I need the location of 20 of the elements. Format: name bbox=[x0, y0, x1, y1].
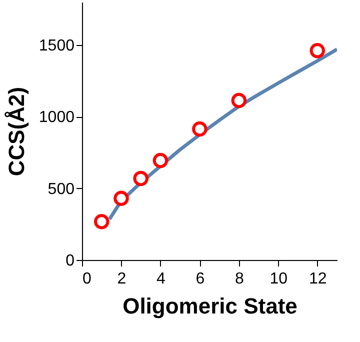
y-tick-label: 500 bbox=[48, 180, 75, 198]
y-axis-title: CCS(Å2) bbox=[4, 86, 29, 176]
y-tick-label: 1500 bbox=[38, 38, 75, 54]
x-tick-label: 4 bbox=[156, 270, 166, 288]
x-axis-title: Oligomeric State bbox=[122, 294, 298, 318]
x-tick-label: 6 bbox=[196, 270, 205, 288]
x-tick-label: 12 bbox=[308, 270, 327, 288]
point bbox=[114, 190, 129, 206]
x-tick-label: 8 bbox=[234, 270, 244, 288]
x-tick-label: 10 bbox=[270, 270, 288, 288]
point bbox=[152, 152, 168, 168]
point bbox=[231, 92, 247, 108]
point bbox=[133, 170, 148, 186]
y-tick-label: 0 bbox=[66, 252, 75, 270]
point bbox=[94, 214, 110, 230]
point bbox=[192, 121, 208, 137]
x-tick-label: 0 bbox=[82, 270, 92, 288]
y-tick-label: 1000 bbox=[38, 109, 75, 126]
point bbox=[310, 42, 326, 58]
x-tick-label: 2 bbox=[117, 270, 126, 288]
